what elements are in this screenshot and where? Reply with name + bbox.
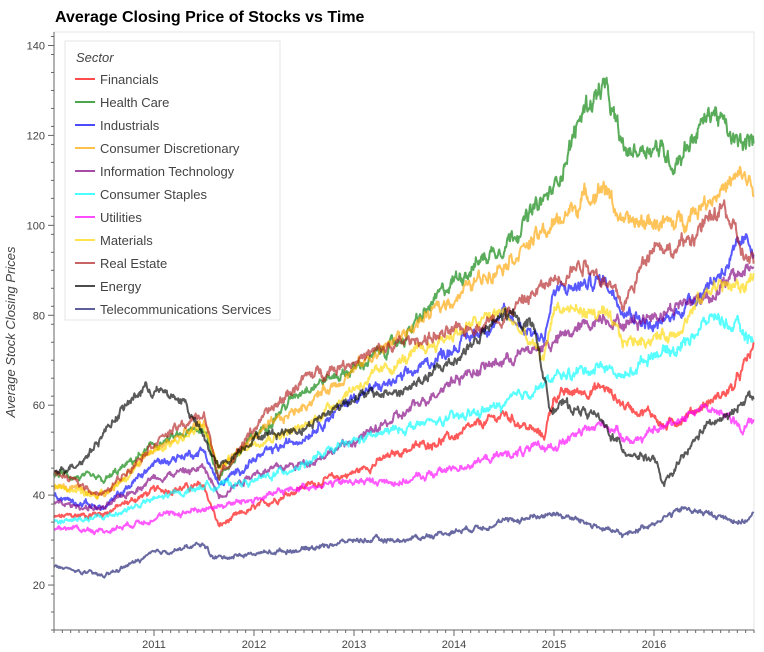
- series-layer: [53, 76, 755, 579]
- legend-item-real-estate[interactable]: Real Estate: [75, 256, 167, 271]
- legend-item-consumer-discretionary[interactable]: Consumer Discretionary: [75, 141, 240, 156]
- y-tick-label: 80: [33, 310, 45, 322]
- x-tick-label: 2011: [142, 639, 166, 651]
- y-tick-label: 40: [33, 490, 45, 502]
- legend-label: Materials: [100, 233, 153, 248]
- series-line-materials[interactable]: [53, 272, 755, 500]
- legend-label: Consumer Staples: [100, 187, 207, 202]
- legend-item-utilities[interactable]: Utilities: [75, 210, 142, 225]
- y-tick-label: 60: [33, 400, 45, 412]
- series-line-energy[interactable]: [53, 307, 755, 488]
- legend-label: Consumer Discretionary: [100, 141, 240, 156]
- x-tick-label: 2016: [642, 639, 666, 651]
- legend-label: Energy: [100, 279, 142, 294]
- y-tick-label: 20: [33, 580, 45, 592]
- legend-label: Health Care: [100, 95, 169, 110]
- legend-item-consumer-staples[interactable]: Consumer Staples: [75, 187, 207, 202]
- legend-item-health-care[interactable]: Health Care: [75, 95, 169, 110]
- y-tick-label: 120: [27, 130, 45, 142]
- legend-label: Financials: [100, 72, 159, 87]
- series-line-consumer-staples[interactable]: [53, 312, 755, 525]
- legend-label: Information Technology: [100, 164, 235, 179]
- y-tick-label: 100: [27, 220, 45, 232]
- legend-item-energy[interactable]: Energy: [75, 279, 142, 294]
- x-tick-label: 2012: [242, 639, 266, 651]
- legend-label: Real Estate: [100, 256, 167, 271]
- legend-label: Utilities: [100, 210, 142, 225]
- legend-item-materials[interactable]: Materials: [75, 233, 153, 248]
- y-axis: 20 40 60 80 100 120 140: [27, 32, 55, 631]
- series-line-consumer-discretionary[interactable]: [53, 165, 755, 500]
- series-line-industrials[interactable]: [53, 233, 755, 511]
- y-tick-label: 140: [27, 40, 45, 52]
- chart-title: Average Closing Price of Stocks vs Time: [55, 9, 365, 26]
- legend-item-telecommunications-services[interactable]: Telecommunications Services: [75, 302, 272, 317]
- y-axis-label: Average Stock Closing Prices: [3, 246, 18, 419]
- x-axis: 2011 2012 2013 2014 2015 2016: [53, 629, 755, 651]
- series-line-information-technology[interactable]: [53, 263, 755, 512]
- legend-item-information-technology[interactable]: Information Technology: [75, 164, 235, 179]
- legend-label: Industrials: [100, 118, 160, 133]
- legend-box: [64, 40, 281, 321]
- legend-label: Telecommunications Services: [100, 302, 272, 317]
- series-line-utilities[interactable]: [53, 403, 755, 536]
- legend: Sector Financials Health Care Industrials Co…: [64, 40, 281, 321]
- x-tick-label: 2013: [342, 639, 366, 651]
- x-tick-label: 2014: [442, 639, 466, 651]
- series-line-telecommunications-services[interactable]: [53, 506, 755, 579]
- x-tick-label: 2015: [542, 639, 566, 651]
- legend-item-financials[interactable]: Financials: [75, 72, 159, 87]
- series-line-real-estate[interactable]: [53, 199, 755, 496]
- legend-item-industrials[interactable]: Industrials: [75, 118, 160, 133]
- legend-title: Sector: [76, 50, 114, 65]
